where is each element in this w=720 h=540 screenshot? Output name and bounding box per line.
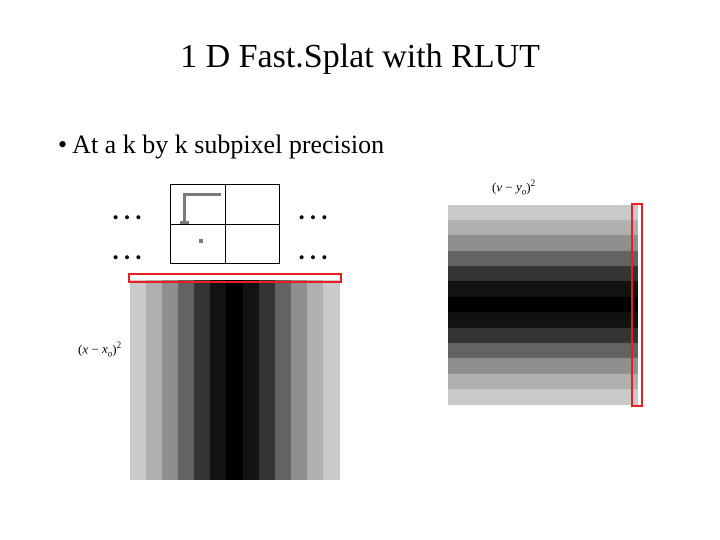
ellipsis-left-bottom: … bbox=[110, 232, 146, 266]
grid-mark-horizontal bbox=[183, 193, 221, 196]
ellipsis-left-top: … bbox=[110, 192, 146, 226]
grid-mark-foot bbox=[180, 221, 189, 224]
ellipsis-right-bottom: … bbox=[296, 232, 332, 266]
horizontal-gradient-texture bbox=[448, 205, 638, 405]
slide-title: 1 D Fast.Splat with RLUT bbox=[0, 38, 720, 76]
grid-mark-dot bbox=[199, 239, 203, 243]
grid-mark-vertical bbox=[183, 193, 186, 223]
ellipsis-right-top: … bbox=[296, 192, 332, 226]
bullet-text: • At a k by k subpixel precision bbox=[58, 130, 384, 160]
vertical-gradient-highlight-box bbox=[128, 273, 342, 283]
horizontal-gradient-canvas bbox=[448, 205, 638, 405]
formula-y: (v − yo)2 bbox=[492, 178, 535, 197]
vertical-gradient-canvas bbox=[130, 280, 340, 480]
formula-x: (x − xo)2 bbox=[78, 340, 121, 359]
subpixel-grid bbox=[170, 184, 280, 264]
vertical-gradient-texture bbox=[130, 280, 340, 480]
grid-horizontal-divider bbox=[171, 224, 279, 225]
horizontal-gradient-highlight-box bbox=[631, 203, 643, 407]
